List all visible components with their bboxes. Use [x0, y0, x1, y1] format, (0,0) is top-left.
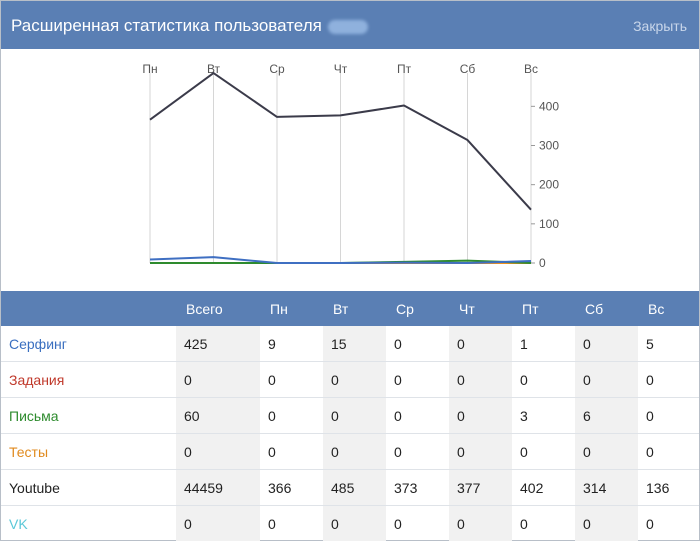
table-cell: 0 — [512, 361, 575, 398]
table-cell: 0 — [386, 505, 449, 541]
table-cell: 425 — [176, 326, 260, 362]
table-cell: 3 — [512, 397, 575, 434]
table-cell: 136 — [638, 469, 699, 506]
table-cell: 0 — [449, 433, 512, 470]
series-line — [149, 72, 532, 211]
row-label: Серфинг — [9, 335, 67, 352]
table-cell: 0 — [449, 397, 512, 434]
table-cell: 0 — [449, 361, 512, 398]
x-tick-label: Ср — [269, 62, 285, 76]
x-tick-label: Чт — [334, 62, 348, 76]
x-tick-label: Вт — [207, 62, 221, 76]
table-cell: 0 — [176, 433, 260, 470]
weekly-activity-chart: Пн Вт Ср Чт Пт Сб Вс 0 100 200 300 400 — [142, 62, 559, 270]
x-tick-label: Пт — [397, 62, 412, 76]
table-header-row: Всего Пн Вт Ср Чт Пт Сб Вс — [1, 291, 699, 326]
dialog-title: Расширенная статистика пользователя — [11, 16, 368, 36]
table-cell: 0 — [394, 335, 402, 352]
close-button[interactable]: Закрыть — [633, 18, 687, 34]
table-cell: 0 — [323, 505, 386, 541]
table-row: VK 0 0 0 0 0 0 0 0 — [1, 505, 699, 541]
table-cell: 15 — [323, 326, 386, 362]
table-cell: 0 — [638, 505, 699, 541]
table-cell: 0 — [386, 361, 449, 398]
x-tick-label: Вс — [524, 62, 538, 76]
y-tick-label: 0 — [539, 256, 546, 270]
table-cell: 0 — [260, 505, 323, 541]
table-cell: 377 — [449, 469, 512, 506]
table-row: Задания 0 0 0 0 0 0 0 0 — [1, 361, 699, 398]
row-label: VK — [1, 505, 176, 541]
table-cell: 0 — [575, 505, 638, 541]
table-cell: 0 — [260, 433, 323, 470]
table-cell: 6 — [575, 397, 638, 434]
table-cell: 0 — [386, 433, 449, 470]
column-header: Всего — [176, 291, 260, 326]
column-header: Сб — [575, 291, 638, 326]
table-cell: 0 — [176, 505, 260, 541]
y-tick-label: 400 — [539, 99, 559, 113]
table-cell: 0 — [575, 433, 638, 470]
table-cell: 9 — [268, 335, 276, 352]
table-cell: 0 — [575, 326, 638, 362]
row-label: Письма — [1, 397, 176, 434]
row-label: Задания — [1, 361, 176, 398]
table-cell: 0 — [575, 361, 638, 398]
header-blank — [1, 291, 176, 326]
column-header: Пт — [512, 291, 575, 326]
table-cell: 0 — [386, 397, 449, 434]
table-cell: 0 — [260, 397, 323, 434]
column-header: Чт — [449, 291, 512, 326]
y-tick-label: 100 — [539, 217, 559, 231]
table-cell: 0 — [260, 361, 323, 398]
column-header: Ср — [386, 291, 449, 326]
table-cell: 0 — [638, 397, 699, 434]
table-cell: 366 — [260, 469, 323, 506]
dialog-title-text: Расширенная статистика пользователя — [11, 16, 322, 35]
table-cell: 0 — [638, 433, 699, 470]
row-label: Тесты — [1, 433, 176, 470]
table-cell: 0 — [323, 397, 386, 434]
table-row: Тесты 0 0 0 0 0 0 0 0 — [1, 433, 699, 470]
stats-table: Всего Пн Вт Ср Чт Пт Сб Вс Серфинг 425 9 15 0 0 1 0 5 За… — [1, 291, 699, 541]
table-cell: 314 — [575, 469, 638, 506]
table-cell: 0 — [512, 433, 575, 470]
series-line — [149, 256, 532, 264]
column-header: Вс — [638, 291, 699, 326]
table-cell: 0 — [449, 326, 512, 362]
column-header: Пн — [260, 291, 323, 326]
table-cell: 402 — [512, 469, 575, 506]
table-cell: 1 — [520, 335, 528, 352]
table-row: Серфинг 425 9 15 0 0 1 0 5 — [1, 326, 699, 362]
table-cell: 60 — [176, 397, 260, 434]
y-tick-label: 300 — [539, 139, 559, 153]
table-cell: 0 — [176, 361, 260, 398]
table-cell: 485 — [323, 469, 386, 506]
table-cell: 44459 — [176, 469, 260, 506]
table-row: Youtube 44459 366 485 373 377 402 314 136 — [1, 469, 699, 506]
row-label: Youtube — [1, 469, 176, 506]
stats-table-wrap: Всего Пн Вт Ср Чт Пт Сб Вс Серфинг 425 9 15 0 0 1 0 5 За… — [1, 291, 699, 541]
x-tick-label: Пн — [142, 62, 157, 76]
table-cell: 0 — [512, 505, 575, 541]
table-cell: 5 — [646, 335, 654, 352]
table-cell: 0 — [638, 361, 699, 398]
y-tick-label: 200 — [539, 178, 559, 192]
table-cell: 0 — [449, 505, 512, 541]
table-cell: 0 — [323, 361, 386, 398]
table-cell: 373 — [386, 469, 449, 506]
table-cell: 0 — [323, 433, 386, 470]
dialog-header: Расширенная статистика пользователя Закр… — [1, 1, 699, 49]
column-header: Вт — [323, 291, 386, 326]
blurred-username — [327, 19, 368, 34]
table-row: Письма 60 0 0 0 0 3 6 0 — [1, 397, 699, 434]
x-tick-label: Сб — [460, 62, 476, 76]
